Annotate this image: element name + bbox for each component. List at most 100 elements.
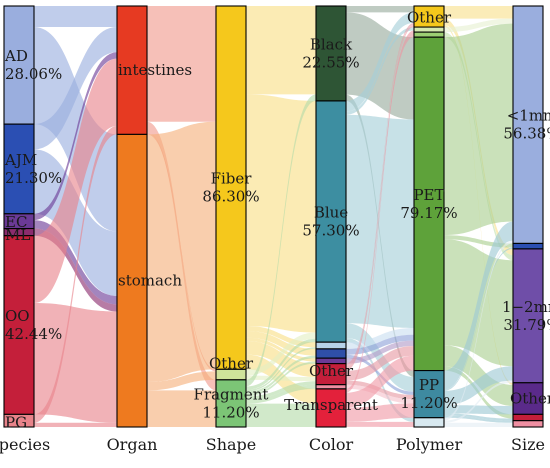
- flow-ML-to-stomach: [34, 228, 117, 312]
- flow-Transparent-to-PolyPale: [346, 421, 414, 427]
- label-polymer-pp-name: PP: [419, 376, 439, 394]
- axis-labels: Species Organ Shape Color Polymer Size: [0, 435, 545, 454]
- label-color-transparent-name: Transparent: [284, 396, 378, 414]
- flow-OO-to-intestines: [34, 58, 117, 304]
- flow-Fragment-to-Blue: [246, 338, 316, 390]
- flow-PET-to-lt1: [444, 23, 513, 236]
- flow-Blue-to-PET: [346, 114, 414, 328]
- label-species-ajm-name: AJM: [4, 151, 37, 169]
- flow-AD-to-intestines: [34, 6, 117, 28]
- flow-ColorOther-to-PET: [346, 346, 414, 381]
- flow-Fragment-to-Transparent: [246, 403, 316, 427]
- label-shape-fiber-value: 86.30%: [202, 188, 259, 206]
- label-shape-fragment-name: Fragment: [194, 385, 269, 403]
- node-color-collight[interactable]: [315, 341, 347, 350]
- flow-Transparent-to-PET: [346, 355, 414, 408]
- label-polymer-pet-value: 79.17%: [400, 204, 457, 222]
- axis-label-organ: Organ: [107, 435, 158, 454]
- label-species-ad-value: 28.06%: [5, 65, 62, 83]
- flow-Transparent-to-PolyOther: [346, 24, 414, 392]
- nodes-layer: [3, 5, 544, 428]
- node-polymer-polypale[interactable]: [413, 417, 445, 428]
- flow-AJM-to-intestines: [34, 27, 117, 150]
- label-size-sizeother-name: Other: [510, 390, 550, 408]
- flow-PG-to-stomach: [34, 422, 117, 427]
- node-color-blue[interactable]: [315, 100, 347, 343]
- node-polymer-polyteal[interactable]: [413, 31, 445, 38]
- flow-EC-to-stomach: [34, 220, 117, 305]
- label-polymer-pet-name: PET: [413, 186, 444, 204]
- flow-Fragment-to-ColNavy: [246, 355, 316, 394]
- flow-Blue-to-PolyOther: [346, 12, 414, 112]
- label-species-oo-value: 42.44%: [5, 325, 62, 343]
- flow-Fragment-to-ColPink: [246, 384, 316, 404]
- label-organ-stomach-name: stomach: [118, 272, 182, 290]
- flow-PP-to-SizeRed: [444, 413, 513, 421]
- label-organ-intestines-name: intestines: [118, 61, 192, 79]
- label-size-mm12-value: 31.79%: [503, 316, 550, 334]
- node-shape-fiber[interactable]: [215, 5, 247, 370]
- node-species-oo[interactable]: [3, 235, 35, 415]
- flow-ColNavy-to-PET: [346, 334, 414, 355]
- flow-ShapeOther-to-Blue: [246, 332, 316, 376]
- flow-PolyOther-to-lt1: [444, 6, 513, 19]
- flow-ColorOther-to-PP: [346, 380, 414, 400]
- node-size-sizepink[interactable]: [512, 420, 544, 428]
- flow-PP-to-mm12: [444, 366, 513, 406]
- label-species-ajm-value: 21.30%: [5, 169, 62, 187]
- label-size-lt1-value: 56.38%: [503, 125, 550, 143]
- node-size-mm12[interactable]: [512, 248, 544, 384]
- label-color-colorother-name: Other: [309, 362, 354, 380]
- axis-label-shape: Shape: [206, 435, 257, 454]
- flow-ColorOther-to-PolyOther: [346, 22, 414, 366]
- node-color-colnavy[interactable]: [315, 348, 347, 359]
- label-shape-fiber-name: Fiber: [211, 170, 253, 188]
- flow-AJM-to-stomach: [34, 149, 117, 296]
- node-shape-fragment[interactable]: [215, 379, 247, 428]
- label-species-ec-name: EC: [5, 213, 27, 231]
- flow-Fragment-to-ColPurple: [246, 361, 316, 397]
- flow-Fiber-to-Blue: [246, 94, 316, 333]
- flow-ColorOther-to-PolyTeal: [346, 32, 414, 371]
- flow-ColLight-to-PET: [346, 327, 414, 349]
- node-size-sizeblue[interactable]: [512, 242, 544, 250]
- flow-Transparent-to-PolyLight: [346, 30, 414, 393]
- axis-label-color: Color: [309, 435, 354, 454]
- flow-Fiber-to-ColNavy: [246, 331, 316, 356]
- node-color-transparent[interactable]: [315, 388, 347, 428]
- flow-Fiber-to-Black: [246, 6, 316, 95]
- flow-Blue-to-PP: [346, 323, 414, 392]
- label-size-lt1-name: <1mm: [507, 107, 550, 125]
- node-color-black[interactable]: [315, 5, 347, 102]
- label-species-ad-name: AD: [4, 47, 28, 65]
- axis-label-species: Species: [0, 435, 50, 454]
- label-shape-fragment-value: 11.20%: [202, 403, 259, 421]
- node-species-pg[interactable]: [3, 413, 35, 428]
- label-size-mm12-name: 1−2mm: [502, 298, 550, 316]
- flow-Fragment-to-Black: [246, 94, 316, 387]
- node-size-sizered[interactable]: [512, 413, 544, 422]
- flow-AD-to-stomach: [34, 27, 117, 232]
- label-polymer-polyother-name: Other: [407, 9, 452, 27]
- flow-ColPurple-to-PET: [346, 340, 414, 364]
- flow-Fragment-to-ColLight: [246, 347, 316, 392]
- node-organ-intestines[interactable]: [116, 5, 148, 135]
- node-color-colpink[interactable]: [315, 384, 347, 390]
- axis-label-polymer: Polymer: [396, 435, 463, 454]
- flow-PolyLight-to-lt1: [444, 18, 513, 33]
- flow-PP-to-lt1: [444, 221, 513, 390]
- node-polymer-polylight[interactable]: [413, 26, 445, 33]
- node-size-sizeother[interactable]: [512, 382, 544, 415]
- label-shape-shapeother-name: Other: [209, 354, 254, 372]
- flow-Fiber-to-ColPurple: [246, 337, 316, 362]
- flow-PolyPale-to-mm12: [444, 380, 513, 423]
- label-species-pg-name: PG: [5, 414, 27, 432]
- node-polymer-pp[interactable]: [413, 370, 445, 419]
- flow-Transparent-to-PP: [346, 403, 414, 422]
- node-polymer-pet[interactable]: [413, 36, 445, 372]
- node-organ-stomach[interactable]: [116, 133, 148, 428]
- label-species-oo-name: OO: [5, 307, 30, 325]
